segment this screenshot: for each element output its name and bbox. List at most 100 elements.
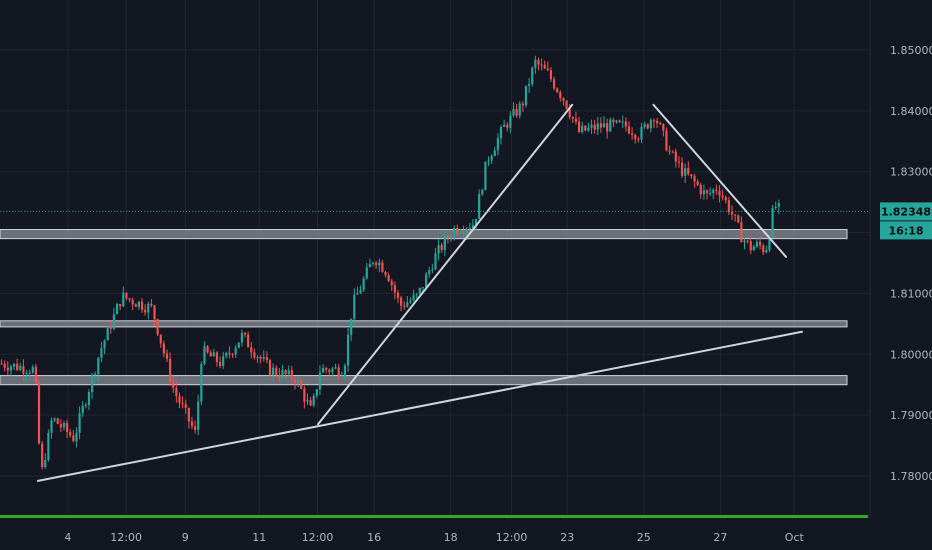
candle-body [396,292,400,298]
zone-low[interactable] [0,375,848,386]
candle-body [340,376,343,378]
y-tick-label: 1.79000 [890,409,932,422]
candle-body [306,400,309,402]
candle-body [740,222,743,243]
candle-body [343,365,347,377]
candle-body [590,124,593,128]
candle-body [153,305,156,320]
candle-body [587,127,590,131]
long-support[interactable] [36,330,803,482]
candle-body [393,285,396,293]
zone-mid[interactable] [0,320,848,328]
candle-body [187,407,190,422]
candle-body [718,190,721,196]
candle-body [297,380,300,384]
candle-body [16,363,19,370]
grid-lines [0,0,870,515]
candle-body [6,367,9,371]
candle-body [425,274,428,288]
candle-body [25,373,28,375]
descending-line[interactable] [652,103,788,258]
candle-body [119,303,122,307]
candle-body [359,289,362,294]
support-resistance-zones[interactable] [0,229,848,386]
candle-body [493,150,496,157]
candle-body [724,197,727,201]
candle-body [540,64,543,66]
candle-body [581,125,584,133]
candle-body [62,422,66,428]
candle-body [449,236,453,238]
candle-body [122,292,125,307]
candle-body [247,334,250,348]
candle-body [56,418,59,424]
candle-body [484,161,487,191]
candle-body [746,240,749,242]
candle-body [434,253,437,270]
candle-body [768,236,771,251]
candle-body [362,278,365,290]
ascending-line[interactable] [316,103,574,426]
candle-body [112,314,116,329]
candle-body [81,405,84,414]
candle-body [743,240,746,243]
y-tick-label: 1.78000 [890,470,932,483]
candle-body [225,352,228,357]
candle-body [256,356,259,358]
candle-body [762,245,765,253]
candle-body [521,103,524,106]
y-tick-label: 1.83000 [890,166,932,179]
candle-body [693,176,696,182]
price-tags: 1.82348 16:18 [880,202,932,240]
candle-body [253,352,256,358]
y-tick-label: 1.80000 [890,348,932,361]
y-tick-label: 1.85000 [890,44,932,57]
candle-body [350,318,353,335]
candle-body [156,319,159,335]
candle-body [652,120,656,122]
candle-body [203,346,206,365]
zone-top[interactable] [0,229,848,240]
candle-body [737,215,740,223]
candle-body [571,116,574,119]
candle-body [546,68,549,71]
countdown-tag [880,221,932,240]
bottom-status-bar [0,515,868,518]
candle-body [602,123,606,128]
candle-body [637,138,640,140]
candle-body [715,189,718,191]
candle-body [490,156,493,161]
candle-body [446,236,450,238]
candle-body [175,387,178,397]
candle-body [499,126,503,139]
candle-body [721,195,724,198]
candle-body [528,84,531,86]
candle-body [237,342,240,348]
candle-body [162,343,165,354]
candle-body [512,108,515,116]
candle-body [240,332,244,343]
candle-body [206,346,209,353]
candle-body [431,269,434,271]
candle-body [509,115,512,128]
candle-body [481,190,484,194]
candle-body [278,374,281,378]
candle-body [506,124,509,128]
candle-body [562,98,565,101]
candle-body [75,432,78,442]
time-axis[interactable]: 4 12:00 9 11 12:00 16 18 12:00 23 25 27 Oct [64,531,804,544]
candle-body [137,301,141,307]
candle-body [403,305,406,307]
candle-body [378,262,381,266]
candle-body [272,367,275,376]
trendlines[interactable] [36,103,803,482]
candle-body [284,370,287,374]
candle-body [677,161,681,163]
candle-body [749,241,752,251]
candle-body [87,392,91,405]
candle-body [524,85,528,106]
candle-body [381,262,384,273]
candle-body [106,326,109,341]
candle-body [365,267,368,279]
